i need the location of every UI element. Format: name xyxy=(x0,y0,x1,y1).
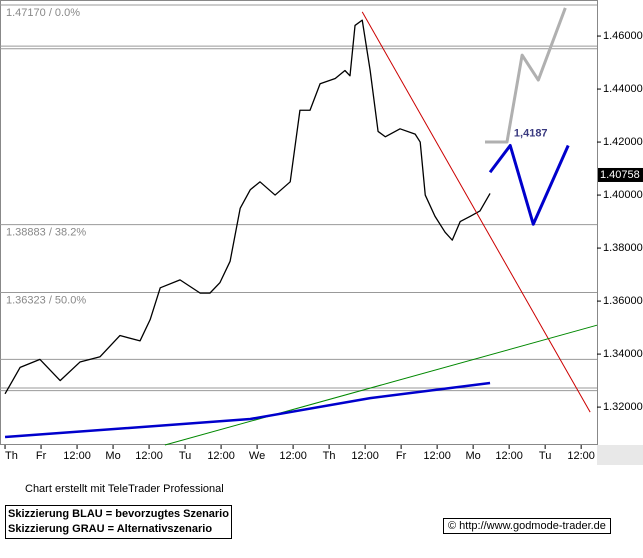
series-line xyxy=(361,11,591,413)
chart: 1.47170 / 0.0% 1.38883 / 38.2% 1.36323 / 5… xyxy=(0,0,643,465)
website: © http://www.godmode-trader.de xyxy=(443,518,611,534)
x-tick-label: We xyxy=(249,450,265,462)
y-tick-label: 1.46000 xyxy=(603,30,643,42)
x-tick-label: Mo xyxy=(105,450,120,462)
series-line xyxy=(4,19,491,395)
series-line xyxy=(4,381,491,439)
x-tick-label: Fr xyxy=(396,450,407,462)
level-label: 1,4187 xyxy=(514,127,548,139)
price-tag-label: 1.40758 xyxy=(600,169,640,181)
y-tick-label: 1.36000 xyxy=(603,295,643,307)
y-tick-label: 1.42000 xyxy=(603,136,643,148)
x-tick-label: 12:00 xyxy=(423,450,451,462)
y-tick-label: 1.32000 xyxy=(603,401,643,413)
price-tag xyxy=(598,167,643,182)
series-line xyxy=(164,324,598,446)
y-tick-label: 1.38000 xyxy=(603,242,643,254)
x-tick-label: 12:00 xyxy=(135,450,163,462)
x-tick-label: 12:00 xyxy=(63,450,91,462)
y-tick-label: 1.34000 xyxy=(603,348,643,360)
plot-frame xyxy=(0,0,598,445)
x-tick-label: Mo xyxy=(465,450,480,462)
x-tick-label: Tu xyxy=(539,450,551,462)
y-tick-label: 1.44000 xyxy=(603,83,643,95)
credit: Chart erstellt mit TeleTrader Profession… xyxy=(25,483,224,495)
legend-grey: Skizzierung GRAU = Alternativszenario xyxy=(8,523,213,535)
y-tick-label: 1.40000 xyxy=(603,189,643,201)
fib-label: 1.36323 / 50.0% xyxy=(6,294,86,306)
x-tick-label: 12:00 xyxy=(351,450,379,462)
x-tick-label: 12:00 xyxy=(279,450,307,462)
x-tick-label: Th xyxy=(323,450,336,462)
corner xyxy=(597,445,643,465)
legend-box: Skizzierung BLAU = bevorzugtes Szenario … xyxy=(5,505,232,539)
fib-label: 1.47170 / 0.0% xyxy=(6,7,80,19)
series-line xyxy=(485,7,567,144)
series-line xyxy=(488,144,570,226)
fib-label: 1.38883 / 38.2% xyxy=(6,227,86,239)
legend-blue: Skizzierung BLAU = bevorzugtes Szenario xyxy=(8,508,229,520)
x-tick-label: 12:00 xyxy=(207,450,235,462)
x-tick-label: 12:00 xyxy=(495,450,523,462)
x-tick-label: Fr xyxy=(36,450,47,462)
x-tick-label: 12:00 xyxy=(567,450,595,462)
x-tick-label: Tu xyxy=(179,450,191,462)
x-tick-label: Th xyxy=(5,450,18,462)
